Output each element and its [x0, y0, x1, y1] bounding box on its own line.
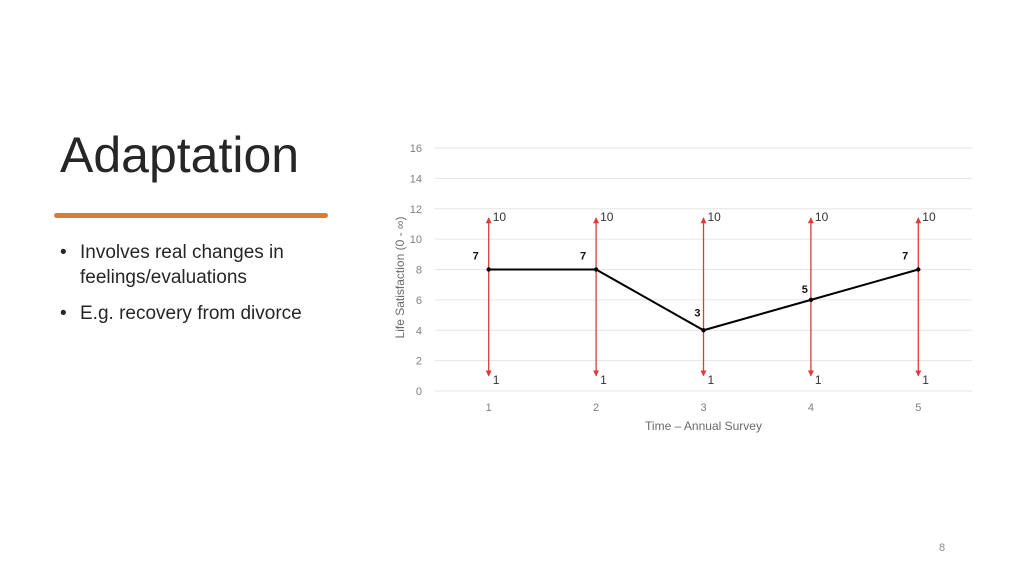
- bullet-dot: •: [60, 242, 67, 263]
- bullet-text: Involves real changes in feelings/evalua…: [80, 242, 284, 288]
- x-tick-label: 3: [700, 402, 706, 414]
- y-tick-label: 6: [416, 295, 422, 307]
- data-point: [701, 328, 706, 333]
- title-accent-rule: [54, 213, 328, 218]
- data-point: [593, 267, 599, 272]
- range-top-label: 10: [815, 210, 829, 224]
- x-tick-label: 5: [915, 402, 921, 414]
- data-label: 7: [580, 251, 586, 263]
- y-tick-label: 2: [416, 356, 422, 368]
- bullet-item: • E.g. recovery from divorce: [60, 301, 360, 326]
- data-label: 5: [802, 284, 808, 296]
- slide-title: Adaptation: [60, 127, 300, 183]
- range-top-label: 10: [600, 210, 614, 224]
- bullet-list: • Involves real changes in feelings/eval…: [60, 240, 360, 337]
- x-tick-label: 4: [808, 402, 814, 414]
- x-tick-label: 2: [593, 402, 599, 414]
- range-bottom-label: 1: [922, 373, 929, 387]
- data-label: 7: [902, 251, 908, 263]
- data-point: [808, 297, 814, 303]
- x-axis-title: Time – Annual Survey: [645, 419, 762, 433]
- range-bottom-label: 1: [708, 373, 715, 387]
- y-tick-label: 10: [410, 234, 422, 246]
- y-tick-label: 4: [416, 325, 422, 337]
- bullet-item: • Involves real changes in feelings/eval…: [60, 240, 360, 290]
- y-tick-label: 8: [416, 265, 422, 277]
- y-tick-label: 14: [410, 173, 422, 185]
- page-number: 8: [938, 542, 946, 554]
- range-top-label: 10: [708, 210, 722, 224]
- range-bottom-label: 1: [815, 373, 822, 387]
- y-tick-label: 16: [410, 143, 422, 155]
- range-arrows: 10 1 10 1 10 1 10 1 10 1: [485, 210, 936, 387]
- y-tick-label: 12: [410, 204, 422, 216]
- range-top-label: 10: [922, 210, 936, 224]
- range-bottom-label: 1: [600, 373, 607, 387]
- data-label: 3: [694, 307, 700, 319]
- y-axis-title: Life Satisfaction (0 - ∞): [393, 217, 407, 339]
- bullet-text: E.g. recovery from divorce: [80, 303, 302, 324]
- y-tick-label: 0: [416, 386, 422, 398]
- x-tick-label: 1: [486, 402, 492, 414]
- data-point: [486, 267, 491, 272]
- data-label: 7: [473, 251, 479, 263]
- series-line: [486, 267, 921, 333]
- range-bottom-label: 1: [493, 373, 500, 387]
- range-top-label: 10: [493, 210, 507, 224]
- data-point: [916, 267, 921, 272]
- data-labels: 7 7 3 5 7: [473, 251, 909, 320]
- bullet-dot: •: [60, 303, 67, 324]
